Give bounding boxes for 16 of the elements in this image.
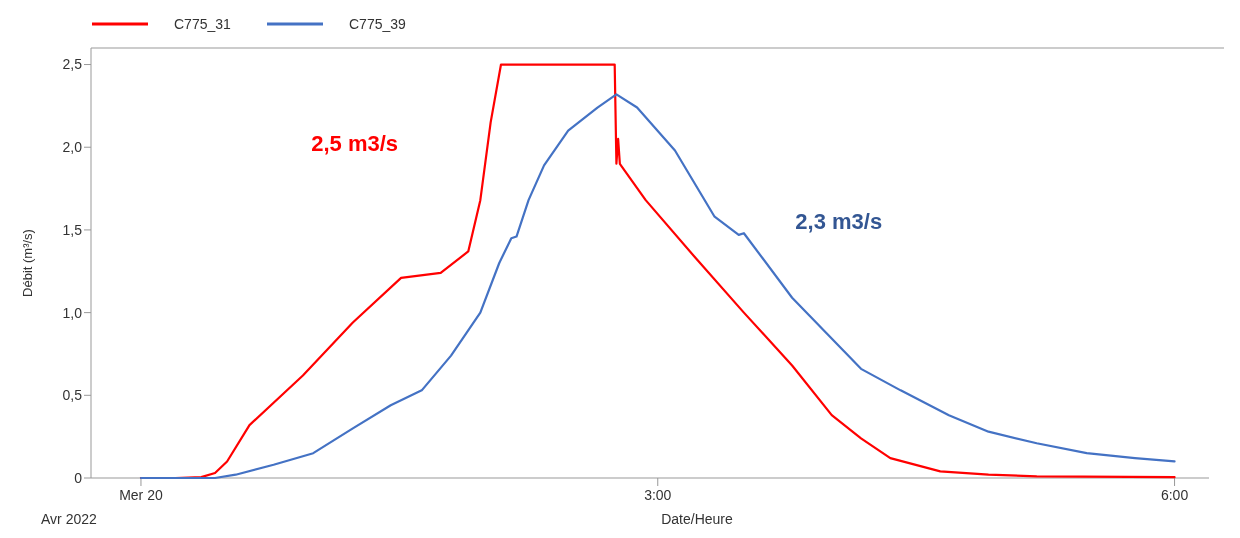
text: Avr 2022 bbox=[41, 511, 97, 527]
x-tick-label: 3:00 bbox=[644, 487, 672, 503]
y-axis-title: Débit (m³/s) bbox=[20, 229, 35, 297]
y-tick-label: 1,0 bbox=[62, 304, 83, 321]
y-tick-label: 2,0 bbox=[62, 139, 83, 156]
annotation: 2,3 m3/s bbox=[795, 208, 883, 234]
y-tick-label: 2,5 bbox=[62, 56, 83, 73]
y-tick-label: 1,5 bbox=[62, 221, 83, 238]
y-tick-label: 0 bbox=[74, 469, 83, 486]
legend-label: C775_39 bbox=[349, 15, 407, 32]
x-axis-title: Date/Heure bbox=[661, 511, 734, 527]
y-tick-label: 0,5 bbox=[62, 387, 83, 404]
x-tick-label: 6:00 bbox=[1160, 487, 1189, 503]
legend-label: C775_31 bbox=[174, 15, 232, 32]
annotation: 2,5 m3/s bbox=[311, 131, 399, 157]
x-tick-label: Mer 20 bbox=[119, 487, 163, 503]
